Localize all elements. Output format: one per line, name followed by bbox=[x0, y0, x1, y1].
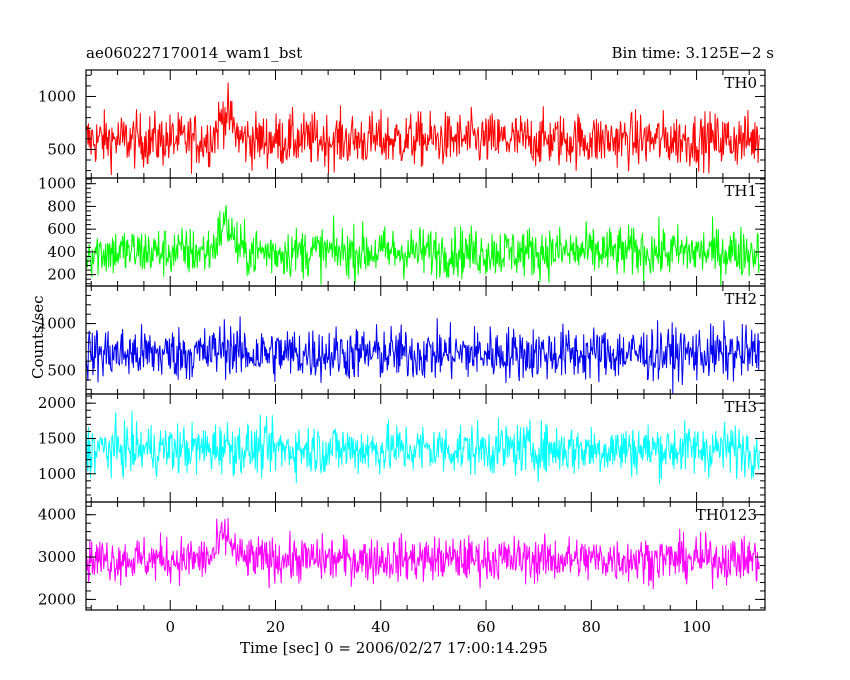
panel-th0: 500 1000 TH0 bbox=[38, 69, 766, 179]
series-th0 bbox=[86, 82, 760, 176]
y-tick-label: 800 bbox=[47, 197, 76, 215]
panel-th0123: 2000 3000 4000 TH0123 bbox=[38, 501, 766, 611]
y-tick-label: 600 bbox=[47, 220, 76, 238]
y-tick-label: 1000 bbox=[38, 87, 76, 105]
panel-th3: 1000 1500 2000 TH3 bbox=[38, 393, 766, 503]
y-tick-label: 1000 bbox=[38, 315, 76, 333]
y-tick-label: 1000 bbox=[38, 175, 76, 193]
panel-label: TH0123 bbox=[696, 506, 757, 524]
x-tick-label: 60 bbox=[476, 618, 495, 636]
x-tick-label: 40 bbox=[371, 618, 390, 636]
panel-label: TH1 bbox=[724, 182, 757, 200]
series-th1 bbox=[86, 205, 760, 286]
y-tick-label: 3000 bbox=[38, 548, 76, 566]
series-th2 bbox=[86, 316, 760, 394]
y-tick-label: 2000 bbox=[38, 394, 76, 412]
y-tick-label: 2000 bbox=[38, 590, 76, 608]
y-tick-label: 1000 bbox=[38, 465, 76, 483]
series-th0123 bbox=[86, 517, 760, 590]
panel-th2: 500 1000 TH2 bbox=[38, 285, 766, 395]
y-tick-label: 400 bbox=[47, 243, 76, 261]
panel-th1: 200 400 600 800 1000 TH1 bbox=[38, 175, 766, 287]
x-tick-label: 20 bbox=[266, 618, 285, 636]
y-tick-label: 500 bbox=[47, 140, 76, 158]
panel-label: TH0 bbox=[724, 74, 757, 92]
x-tick-label: 80 bbox=[582, 618, 601, 636]
chart-title: ae060227170014_wam1_bst bbox=[86, 44, 303, 62]
bin-time-label: Bin time: 3.125E−2 s bbox=[611, 44, 774, 62]
y-tick-label: 200 bbox=[47, 266, 76, 284]
panel-label: TH3 bbox=[724, 398, 757, 416]
y-tick-label: 4000 bbox=[38, 506, 76, 524]
x-axis-label: Time [sec] 0 = 2006/02/27 17:00:14.295 bbox=[240, 639, 548, 657]
y-axis-label: Counts/sec bbox=[29, 295, 47, 379]
x-tick-label: 100 bbox=[682, 618, 711, 636]
series-th3 bbox=[86, 410, 760, 485]
panel-label: TH2 bbox=[724, 290, 757, 308]
y-tick-label: 500 bbox=[47, 362, 76, 380]
panel-frame bbox=[85, 501, 766, 611]
panel-frame bbox=[85, 285, 766, 395]
x-tick-label: 0 bbox=[165, 618, 175, 636]
y-tick-label: 1500 bbox=[38, 429, 76, 447]
